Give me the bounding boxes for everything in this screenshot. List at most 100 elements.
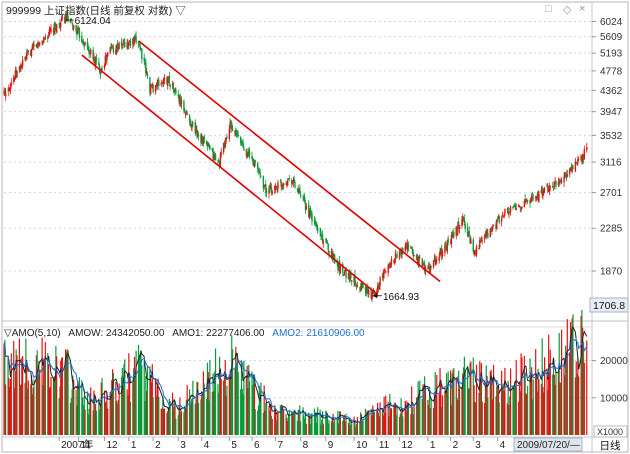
volume-bar xyxy=(439,367,441,435)
volume-bar xyxy=(364,408,367,435)
volume-bar xyxy=(412,414,414,435)
channel-line-lower xyxy=(81,54,378,295)
candle-body xyxy=(191,123,193,128)
candle-body xyxy=(189,119,192,127)
volume-bar xyxy=(258,385,260,435)
candle-body xyxy=(94,59,97,66)
volume-bar xyxy=(197,402,200,435)
volume-bar xyxy=(5,384,7,435)
volume-bar xyxy=(127,395,129,435)
volume-bar xyxy=(81,380,83,435)
volume-bar xyxy=(50,376,52,435)
candle-body xyxy=(542,191,544,197)
volume-bar xyxy=(10,353,12,435)
candle-body xyxy=(521,206,523,209)
volume-bar xyxy=(372,405,374,435)
volume-bar xyxy=(582,341,585,435)
candle-body xyxy=(559,180,561,183)
candle-body xyxy=(322,240,325,244)
candle-body xyxy=(72,24,74,30)
candle-body xyxy=(296,188,299,190)
volume-bar xyxy=(576,374,578,435)
volume-bar xyxy=(475,364,478,435)
volume-bar xyxy=(308,412,310,435)
candlestick-series xyxy=(3,10,588,302)
volume-bar xyxy=(544,357,546,435)
volume-bar xyxy=(379,402,381,435)
volume-bar xyxy=(343,417,346,435)
indicator-dropdown-icon[interactable]: ▽ xyxy=(4,328,12,339)
candle-body xyxy=(21,59,24,67)
candle-body xyxy=(534,197,537,198)
candle-body xyxy=(308,204,310,218)
candle-body xyxy=(286,183,288,185)
candle-body xyxy=(168,75,171,84)
volume-bar xyxy=(48,388,50,435)
volume-bar xyxy=(98,398,100,435)
chart-mode: (日线 前复权 对数) xyxy=(85,5,173,17)
dropdown-icon[interactable]: ▽ xyxy=(175,5,186,17)
volume-bar xyxy=(112,369,114,435)
volume-bar xyxy=(542,386,544,435)
candle-body xyxy=(197,135,200,137)
candle-body xyxy=(197,134,199,137)
candle-body xyxy=(138,44,141,45)
candle-body xyxy=(313,220,316,221)
volume-bar xyxy=(432,407,435,435)
volume-bar xyxy=(498,402,500,435)
volume-bar xyxy=(111,379,113,435)
candle-body xyxy=(103,65,106,69)
volume-bar xyxy=(52,377,55,435)
volume-bar xyxy=(280,405,282,435)
volume-bar xyxy=(276,414,278,435)
volume-bar xyxy=(354,421,356,435)
candle-body xyxy=(287,178,290,180)
candle-body xyxy=(433,257,436,259)
volume-bar xyxy=(35,355,38,435)
volume-bar xyxy=(497,387,499,435)
candle-body xyxy=(575,162,577,164)
candle-body xyxy=(99,72,102,75)
volume-bar xyxy=(424,386,427,435)
candle-body xyxy=(237,134,239,136)
volume-bar xyxy=(472,357,474,435)
volume-bar xyxy=(270,403,272,435)
view-button[interactable]: □ xyxy=(545,3,552,15)
candle-body xyxy=(252,161,255,167)
candle-body xyxy=(586,147,588,151)
candle-body xyxy=(36,43,38,49)
candle-body xyxy=(531,195,534,199)
close-icon[interactable]: × xyxy=(579,3,586,15)
candle-body xyxy=(547,190,550,192)
volume-bar xyxy=(376,409,378,435)
volume-bar xyxy=(72,375,74,435)
candle-body xyxy=(265,184,267,193)
candle-body xyxy=(500,217,503,222)
volume-bar xyxy=(415,397,418,435)
volume-bar xyxy=(150,378,152,435)
candle-body xyxy=(543,188,545,193)
candle-body xyxy=(563,176,565,183)
volume-bar xyxy=(485,365,487,435)
volume-bar xyxy=(447,371,449,435)
volume-bar xyxy=(315,413,317,435)
price-tick-label: 3532 xyxy=(600,131,623,142)
candle-body xyxy=(524,198,526,201)
candle-body xyxy=(81,35,83,43)
volume-bar xyxy=(234,369,236,435)
volume-bar xyxy=(67,350,69,435)
candle-body xyxy=(509,211,511,213)
candle-body xyxy=(60,22,62,28)
settings-icon[interactable]: ◇ xyxy=(563,4,572,16)
volume-bar xyxy=(270,416,273,435)
volume-bar xyxy=(202,371,204,435)
candle-body xyxy=(139,45,141,50)
volume-bar xyxy=(475,402,477,435)
volume-bar xyxy=(162,396,164,435)
volume-bar xyxy=(135,350,137,435)
volume-bar xyxy=(268,406,270,435)
candle-body xyxy=(234,130,236,135)
volume-bar xyxy=(298,410,300,435)
period-label[interactable]: 日线 xyxy=(600,439,621,452)
candle-body xyxy=(169,85,171,88)
